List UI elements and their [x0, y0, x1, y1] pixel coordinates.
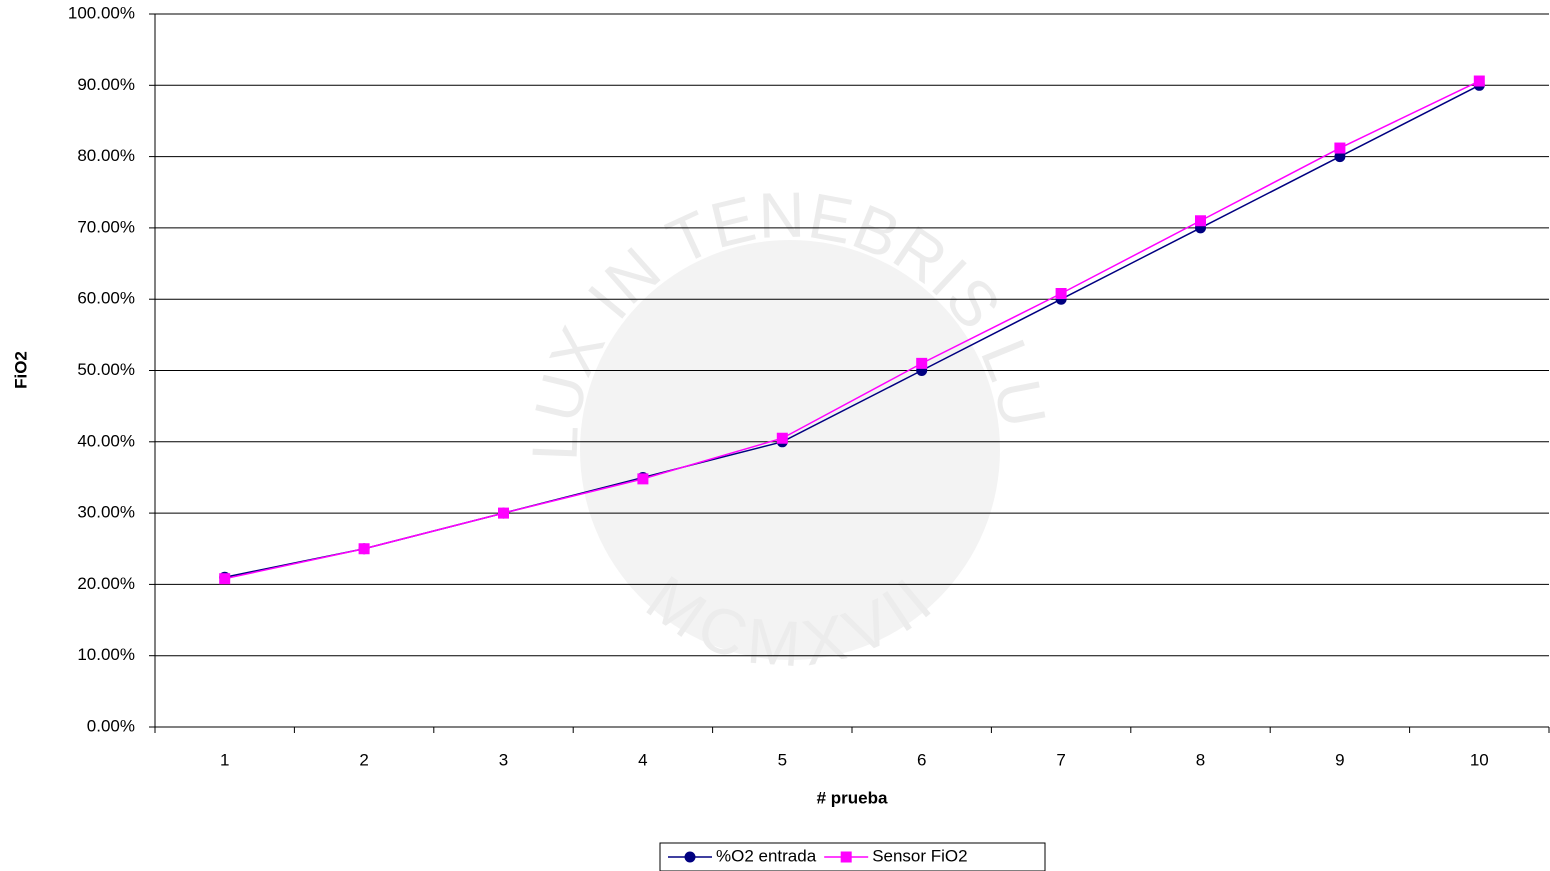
y-tick-label: 100.00% [68, 3, 135, 22]
legend-label: Sensor FiO2 [872, 846, 967, 865]
x-tick-label: 2 [359, 750, 368, 769]
marker [1195, 215, 1206, 226]
x-tick-label: 9 [1335, 750, 1344, 769]
marker [359, 543, 370, 554]
marker [1474, 76, 1485, 87]
y-tick-label: 40.00% [77, 431, 135, 450]
marker [498, 508, 509, 519]
y-tick-label: 20.00% [77, 574, 135, 593]
marker [1056, 288, 1067, 299]
y-tick-label: 50.00% [77, 360, 135, 379]
y-tick-label: 90.00% [77, 75, 135, 94]
x-tick-label: 8 [1196, 750, 1205, 769]
x-tick-label: 4 [638, 750, 647, 769]
marker [219, 573, 230, 584]
y-tick-label: 10.00% [77, 645, 135, 664]
x-tick-label: 3 [499, 750, 508, 769]
marker [916, 358, 927, 369]
marker [637, 473, 648, 484]
y-tick-label: 80.00% [77, 146, 135, 165]
chart: ET LUX IN TENEBRIS LUCET MCMXVII FiO2 # … [0, 0, 1550, 871]
x-tick-label: 10 [1470, 750, 1489, 769]
x-tick-label: 6 [917, 750, 926, 769]
y-tick-label: 0.00% [87, 716, 135, 735]
y-tick-label: 60.00% [77, 289, 135, 308]
x-tick-label: 7 [1056, 750, 1065, 769]
legend-marker [685, 852, 696, 863]
x-tick-label: 1 [220, 750, 229, 769]
legend-marker [841, 852, 852, 863]
watermark: ET LUX IN TENEBRIS LUCET MCMXVII [0, 0, 1061, 680]
marker [1334, 143, 1345, 154]
y-tick-label: 70.00% [77, 217, 135, 236]
y-axis-title: FiO2 [11, 351, 30, 389]
x-tick-label: 5 [778, 750, 787, 769]
y-tick-label: 30.00% [77, 503, 135, 522]
legend-label: %O2 entrada [716, 846, 817, 865]
x-axis-title: # prueba [817, 788, 888, 807]
marker [777, 433, 788, 444]
